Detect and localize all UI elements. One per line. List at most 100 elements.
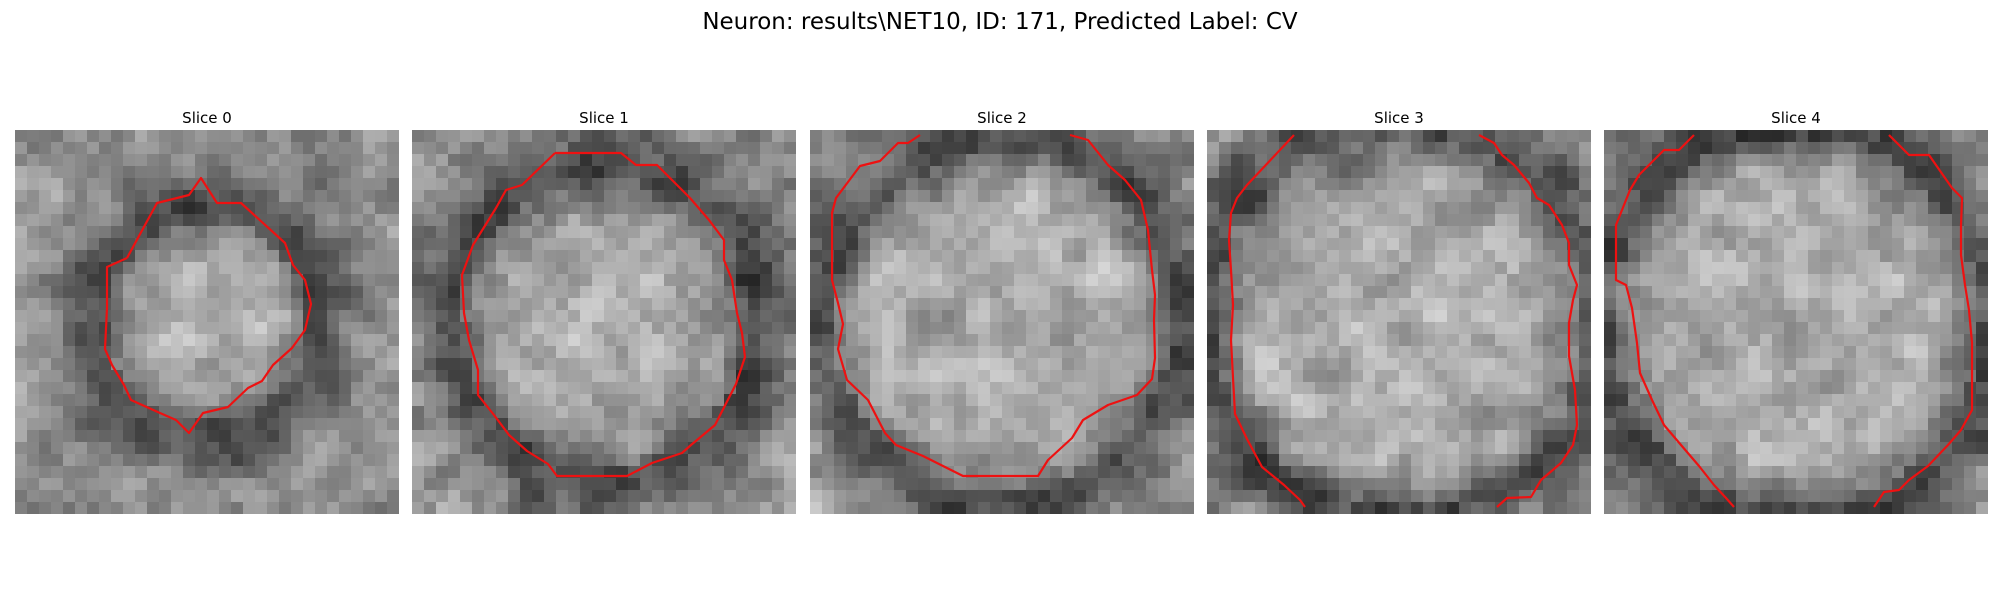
pixel — [1952, 142, 1965, 155]
pixel — [436, 442, 449, 455]
pixel — [1676, 274, 1689, 287]
pixel — [1002, 298, 1015, 311]
pixel — [171, 334, 184, 347]
pixel — [472, 130, 485, 143]
pixel — [424, 358, 437, 371]
pixel — [1399, 358, 1412, 371]
pixel — [472, 418, 485, 431]
pixel — [63, 202, 76, 215]
pixel — [1904, 130, 1917, 143]
pixel — [784, 466, 796, 479]
pixel — [1964, 250, 1977, 263]
pixel — [219, 214, 232, 227]
pixel — [1315, 346, 1328, 359]
pixel — [1808, 178, 1821, 191]
pixel — [1892, 382, 1905, 395]
pixel — [436, 406, 449, 419]
pixel — [1760, 286, 1773, 299]
pixel — [1447, 154, 1460, 167]
pixel — [652, 502, 665, 514]
pixel — [1880, 346, 1893, 359]
pixel — [1880, 298, 1893, 311]
pixel — [568, 490, 581, 503]
pixel — [1700, 418, 1713, 431]
pixel — [460, 466, 473, 479]
pixel — [267, 442, 280, 455]
pixel — [1459, 190, 1472, 203]
pixel — [1411, 394, 1424, 407]
pixel — [496, 262, 509, 275]
pixel — [243, 346, 256, 359]
pixel — [858, 262, 871, 275]
pixel — [1880, 370, 1893, 383]
pixel — [784, 274, 796, 287]
pixel — [1315, 430, 1328, 443]
pixel — [327, 478, 340, 491]
pixel — [906, 358, 919, 371]
pixel — [1664, 382, 1677, 395]
pixel — [1904, 322, 1917, 335]
pixel — [135, 214, 148, 227]
pixel — [387, 322, 399, 335]
pixel — [1483, 250, 1496, 263]
pixel — [1808, 442, 1821, 455]
pixel — [123, 190, 136, 203]
pixel — [520, 286, 533, 299]
pixel — [1279, 214, 1292, 227]
pixel — [1483, 286, 1496, 299]
pixel — [1940, 382, 1953, 395]
pixel — [303, 406, 316, 419]
pixel — [1712, 238, 1725, 251]
pixel — [906, 430, 919, 443]
pixel — [231, 322, 244, 335]
pixel — [1628, 382, 1641, 395]
pixel — [1616, 274, 1629, 287]
pixel — [1182, 190, 1194, 203]
pixel — [1002, 442, 1015, 455]
pixel — [111, 430, 124, 443]
pixel — [1964, 166, 1977, 179]
pixel — [942, 178, 955, 191]
pixel — [1616, 250, 1629, 263]
pixel — [580, 334, 593, 347]
pixel — [652, 130, 665, 143]
pixel — [1074, 406, 1087, 419]
pixel — [906, 190, 919, 203]
pixel — [1447, 238, 1460, 251]
pixel — [1736, 202, 1749, 215]
pixel — [930, 418, 943, 431]
pixel — [712, 358, 725, 371]
pixel — [664, 238, 677, 251]
pixel — [1315, 214, 1328, 227]
pixel — [1483, 226, 1496, 239]
pixel — [544, 238, 557, 251]
pixel — [1904, 370, 1917, 383]
pixel — [990, 190, 1003, 203]
pixel — [51, 214, 64, 227]
pixel — [664, 190, 677, 203]
pixel — [243, 334, 256, 347]
pixel — [652, 274, 665, 287]
pixel — [592, 238, 605, 251]
pixel — [1447, 466, 1460, 479]
pixel — [1495, 238, 1508, 251]
pixel — [15, 178, 28, 191]
pixel — [1748, 334, 1761, 347]
pixel — [1483, 166, 1496, 179]
pixel — [363, 238, 376, 251]
pixel — [448, 250, 461, 263]
pixel — [339, 358, 352, 371]
pixel — [351, 466, 364, 479]
pixel — [1351, 418, 1364, 431]
pixel — [1531, 298, 1544, 311]
pixel — [1363, 322, 1376, 335]
pixel — [544, 478, 557, 491]
pixel — [724, 250, 737, 263]
pixel — [1182, 166, 1194, 179]
pixel — [1880, 358, 1893, 371]
pixel — [412, 406, 425, 419]
pixel — [748, 310, 761, 323]
pixel — [1495, 154, 1508, 167]
pixel — [1567, 238, 1580, 251]
pixel — [51, 370, 64, 383]
